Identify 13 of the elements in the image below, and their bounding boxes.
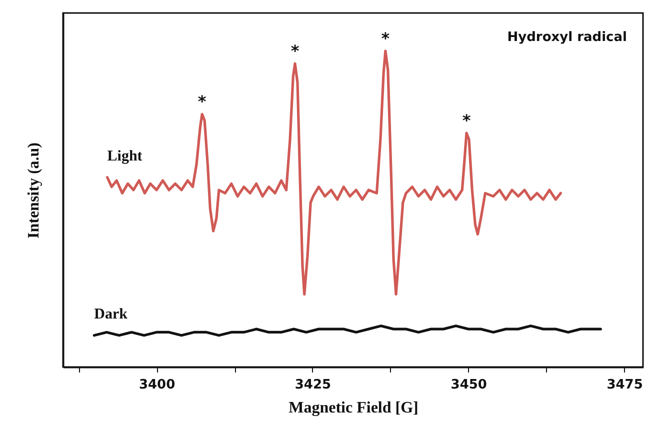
text: Hydroxyl radical <box>507 30 627 45</box>
annotation: * <box>198 92 207 112</box>
annotation: * <box>290 42 300 61</box>
x-axis-title: Magnetic Field [G] <box>288 400 418 416</box>
x-tick-label: 3475 <box>606 378 643 392</box>
x-tick-label: 3450 <box>450 378 487 392</box>
annotation: * <box>381 28 390 48</box>
series-label: Dark <box>94 306 128 322</box>
x-tick-label: 3400 <box>138 378 176 392</box>
series-label: Light <box>107 148 142 164</box>
x-tick-label: 3425 <box>294 378 332 392</box>
y-axis-title: Intensity (a.u) <box>26 142 42 239</box>
annotation: * <box>462 111 472 130</box>
